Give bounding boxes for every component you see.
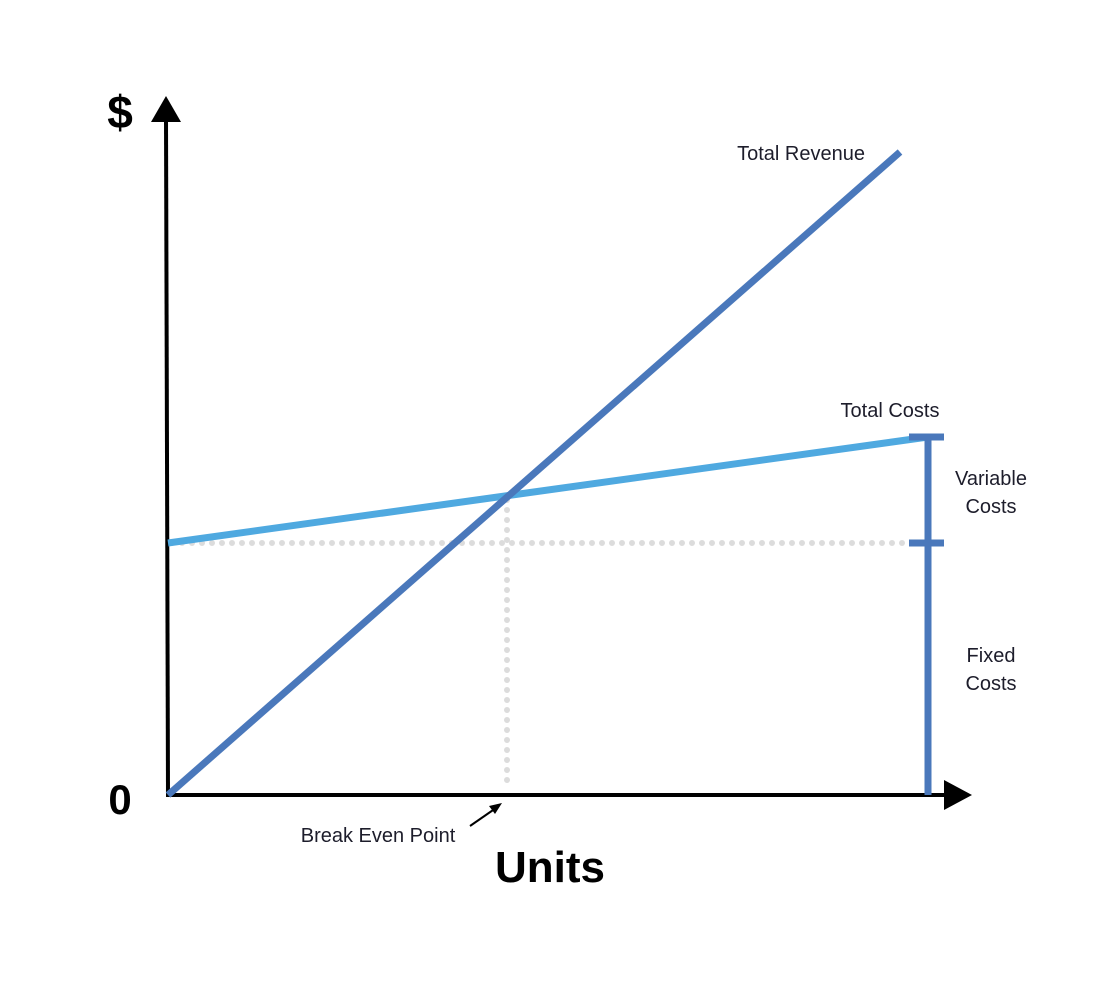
- total-costs-line: [167, 433, 929, 547]
- x-axis-arrow: [944, 780, 972, 810]
- variable-costs-label: Costs: [965, 496, 1016, 518]
- pointer-arrow: [469, 807, 497, 827]
- origin-label: 0: [108, 776, 131, 823]
- total-costs-label: Total Costs: [841, 400, 940, 422]
- variable-costs-label: Variable: [955, 468, 1027, 490]
- fixed-costs-label: Fixed: [967, 645, 1016, 667]
- fixed-costs-label: Costs: [965, 673, 1016, 695]
- pointer-arrow-head: [489, 803, 502, 814]
- total-revenue-line: [165, 149, 903, 798]
- break-even-label: Break Even Point: [301, 825, 456, 847]
- y-axis: [164, 117, 170, 798]
- y-axis-label: $: [107, 86, 133, 138]
- x-axis-label: Units: [495, 843, 605, 892]
- y-axis-arrow: [151, 96, 181, 122]
- total-revenue-label: Total Revenue: [737, 143, 865, 165]
